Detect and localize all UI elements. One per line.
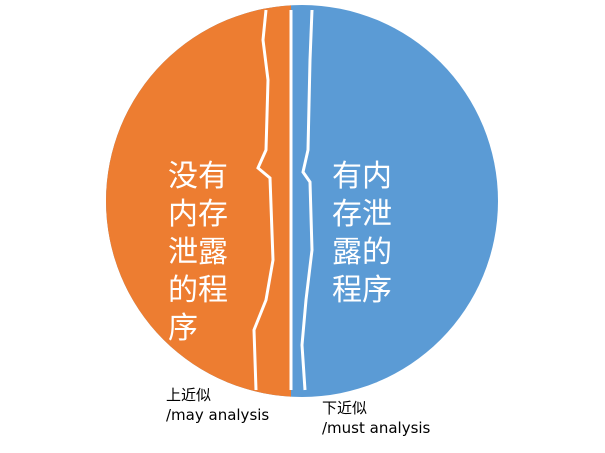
lower-approx-line	[300, 9, 314, 391]
upper-approx-line	[252, 9, 275, 391]
region-text: 序	[168, 311, 198, 346]
region-text: 程序	[332, 273, 392, 308]
region-text: 泄露	[168, 235, 228, 270]
region-text: 存泄	[332, 197, 392, 232]
approx-label: /may analysis	[166, 406, 269, 424]
circle	[106, 5, 498, 397]
approx-label: /must analysis	[322, 419, 431, 437]
region-text: 露的	[332, 235, 392, 270]
region-text: 没有	[168, 159, 228, 194]
orange-region	[106, 5, 291, 397]
region-text: 有内	[332, 159, 392, 194]
approx-label: 上近似	[166, 386, 211, 404]
region-text: 的程	[168, 273, 228, 308]
approx-label: 下近似	[322, 399, 367, 417]
region-text: 内存	[168, 197, 228, 232]
